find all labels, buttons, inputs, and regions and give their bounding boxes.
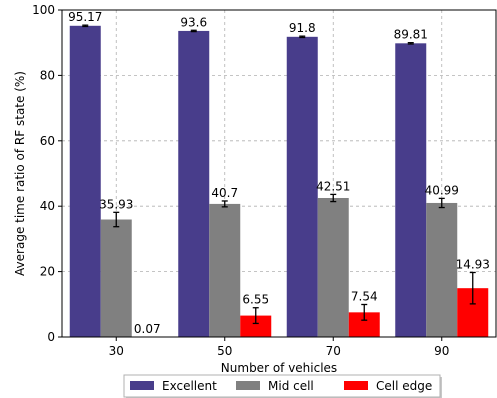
legend-label: Excellent: [162, 379, 217, 393]
data-labels: 95.17 35.93 0.07 93.6 40.7 6.55 91.8 42.51 7.54 8…: [68, 10, 490, 336]
bar: [69, 25, 101, 338]
legend-swatch: [236, 381, 260, 390]
data-label: 7.54: [351, 289, 378, 303]
bar: [100, 219, 132, 337]
y-tick-label: 100: [32, 3, 55, 17]
y-axis-ticks: 0 20 40 60 80 100: [32, 3, 62, 344]
x-tick-label: 30: [109, 344, 124, 358]
x-tick-label: 70: [326, 344, 341, 358]
bars: [69, 25, 489, 338]
data-label: 6.55: [242, 293, 269, 307]
data-label: 89.81: [394, 28, 428, 42]
data-label: 91.8: [289, 21, 316, 35]
bar: [240, 315, 272, 337]
y-tick-label: 80: [40, 68, 55, 82]
data-label: 14.93: [456, 257, 490, 271]
y-tick-label: 20: [40, 265, 55, 279]
data-label: 0.07: [134, 322, 161, 336]
bar: [286, 36, 318, 338]
x-tick-label: 90: [434, 344, 449, 358]
data-label: 40.99: [425, 183, 459, 197]
legend-label: Mid cell: [268, 379, 314, 393]
data-label: 95.17: [68, 10, 102, 24]
legend: Excellent Mid cell Cell edge: [123, 374, 442, 398]
bar: [395, 43, 427, 338]
bar: [317, 197, 349, 337]
legend-swatch: [344, 381, 368, 390]
bar: [178, 30, 210, 337]
legend-box: [123, 374, 441, 398]
y-tick-label: 60: [40, 134, 55, 148]
legend-label: Cell edge: [376, 379, 432, 393]
x-axis-label: Number of vehicles: [221, 361, 337, 375]
y-axis-label: Average time ratio of RF state (%): [13, 71, 27, 276]
data-label: 35.93: [99, 197, 133, 211]
plot-frame: [61, 9, 497, 338]
data-label: 40.7: [211, 186, 238, 200]
y-tick-label: 0: [47, 330, 55, 344]
bar: [426, 202, 458, 337]
data-label: 42.51: [316, 179, 350, 193]
x-axis-ticks: 30 50 70 90: [109, 337, 449, 358]
legend-swatch: [130, 381, 154, 390]
y-tick-label: 40: [40, 199, 55, 213]
bar: [209, 203, 241, 337]
error-bars: [82, 24, 476, 325]
x-tick-label: 50: [217, 344, 232, 358]
data-label: 93.6: [180, 15, 207, 29]
